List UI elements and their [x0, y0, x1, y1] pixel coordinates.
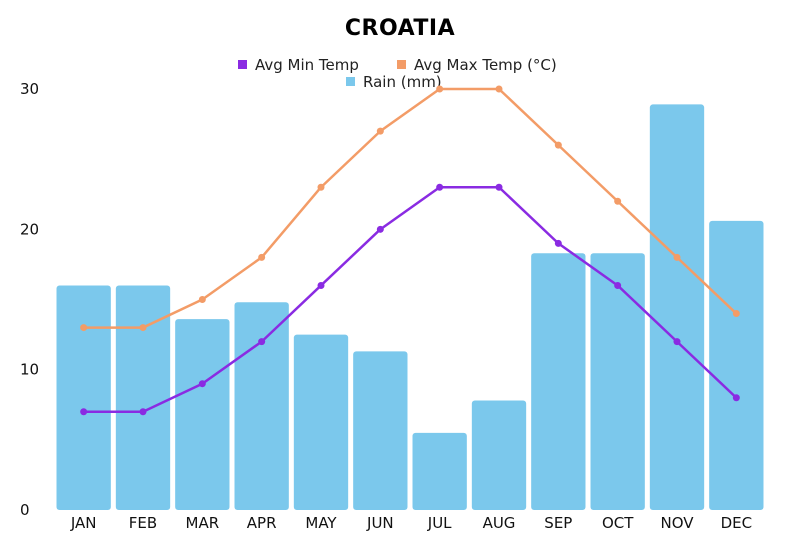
bar-rain-mm-jul — [412, 432, 467, 510]
point-avg-min-temp-apr — [258, 338, 266, 346]
line-avg-max-temp-c — [82, 87, 738, 329]
point-avg-min-temp-sep — [554, 239, 562, 247]
x-tick-label-sep: SEP — [544, 514, 572, 532]
point-avg-min-temp-jul — [436, 183, 444, 191]
x-tick-label-may: MAY — [305, 514, 337, 532]
x-tick-label-aug: AUG — [483, 514, 516, 532]
point-avg-max-temp-c-jul — [436, 85, 444, 93]
point-avg-max-temp-c-jun — [376, 127, 384, 135]
point-avg-max-temp-c-sep — [554, 141, 562, 149]
legend-label-max-temp: Avg Max Temp (°C) — [414, 56, 557, 74]
point-avg-min-temp-mar — [198, 380, 206, 388]
x-tick-label-jun: JUN — [366, 514, 394, 532]
bar-rain-mm-feb — [115, 285, 171, 510]
bar-rain-mm-nov — [649, 104, 705, 510]
legend-swatch-max-temp — [397, 60, 406, 69]
bar-rain-mm-may — [293, 334, 349, 510]
legend-label-min-temp: Avg Min Temp — [255, 56, 359, 74]
point-avg-min-temp-feb — [139, 408, 147, 416]
point-avg-min-temp-aug — [495, 183, 503, 191]
bar-rain-mm-dec — [709, 220, 764, 510]
bar-rain-mm-mar — [175, 319, 230, 510]
x-tick-label-dec: DEC — [721, 514, 753, 532]
legend-item-min-temp: Avg Min Temp — [238, 56, 359, 74]
point-avg-max-temp-c-apr — [258, 253, 266, 261]
point-avg-max-temp-c-oct — [614, 197, 622, 205]
point-avg-max-temp-c-may — [317, 183, 325, 191]
bar-rain-mm-aug — [471, 400, 527, 510]
x-tick-label-nov: NOV — [660, 514, 694, 532]
point-avg-max-temp-c-feb — [139, 324, 147, 332]
bar-rain-mm-jun — [353, 351, 408, 510]
bar-rain-mm-oct — [590, 253, 645, 510]
point-avg-min-temp-dec — [732, 394, 740, 402]
bar-rain-mm-sep — [531, 253, 586, 510]
point-avg-max-temp-c-mar — [198, 296, 206, 303]
y-tick-label-0: 0 — [20, 501, 30, 519]
point-avg-min-temp-nov — [673, 338, 681, 346]
point-avg-max-temp-c-jan — [80, 324, 88, 332]
legend-label-rain: Rain (mm) — [363, 73, 442, 91]
legend-item-max-temp: Avg Max Temp (°C) — [397, 56, 557, 74]
x-tick-label-jul: JUL — [427, 514, 452, 532]
x-tick-label-apr: APR — [247, 514, 277, 532]
point-avg-min-temp-may — [317, 281, 325, 289]
y-tick-label-10: 10 — [20, 361, 39, 379]
y-tick-label-30: 30 — [20, 80, 39, 98]
point-avg-max-temp-c-nov — [673, 253, 681, 261]
chart-title: CROATIA — [344, 16, 456, 41]
point-avg-max-temp-c-aug — [495, 85, 503, 93]
y-tick-label-20: 20 — [20, 220, 39, 238]
point-avg-max-temp-c-dec — [732, 310, 740, 318]
bar-rain-mm-jan — [56, 285, 111, 510]
x-tick-label-oct: OCT — [602, 514, 634, 532]
bar-rain-mm-apr — [234, 302, 289, 510]
x-tick-label-mar: MAR — [186, 514, 220, 532]
x-tick-label-jan: JAN — [70, 514, 97, 532]
point-avg-min-temp-jun — [376, 225, 384, 233]
legend-swatch-min-temp — [238, 60, 247, 69]
line-avg-min-temp — [82, 185, 738, 414]
legend-swatch-rain — [346, 77, 355, 86]
point-avg-min-temp-oct — [614, 281, 622, 289]
point-avg-min-temp-jan — [80, 408, 88, 416]
x-tick-label-feb: FEB — [129, 514, 157, 532]
legend-item-rain: Rain (mm) — [346, 73, 442, 91]
